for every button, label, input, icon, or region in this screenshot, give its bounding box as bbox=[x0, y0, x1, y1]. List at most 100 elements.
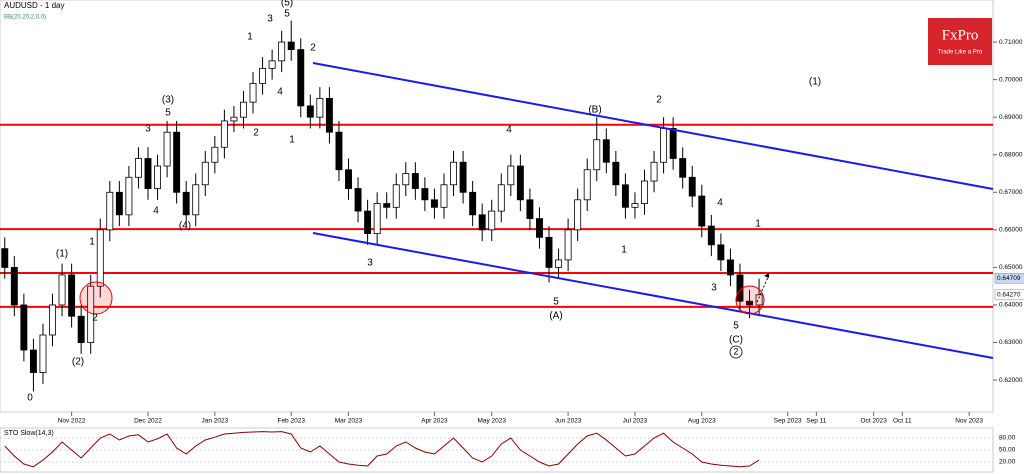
x-tick-label: Oct 11 bbox=[893, 418, 912, 425]
candle-body bbox=[402, 173, 410, 186]
wave-label: (2) bbox=[72, 357, 84, 368]
logo bbox=[928, 18, 992, 65]
candle-body bbox=[593, 139, 601, 171]
wave-label: 1 bbox=[89, 237, 95, 248]
candle-body bbox=[39, 334, 47, 373]
wave-label: 1 bbox=[755, 219, 761, 230]
candle-body bbox=[459, 161, 467, 193]
candle-body bbox=[106, 191, 114, 231]
logo-name: FxPro bbox=[942, 27, 979, 43]
candle-body bbox=[392, 184, 400, 208]
candle-body bbox=[583, 169, 591, 201]
y-tick-label: 0.67000 bbox=[999, 189, 1023, 196]
wave-label: 5 bbox=[284, 9, 290, 20]
wave-label: 4 bbox=[717, 198, 723, 209]
candle-body bbox=[536, 218, 543, 238]
highlight-circle bbox=[79, 281, 113, 315]
candle-body bbox=[497, 184, 505, 212]
candle-body bbox=[383, 203, 391, 208]
highlight-circle bbox=[735, 285, 765, 315]
candle-body bbox=[574, 199, 582, 231]
candle-body bbox=[10, 267, 18, 306]
candle-body bbox=[507, 165, 515, 186]
candle-body bbox=[201, 161, 209, 186]
wave-label: (3) bbox=[162, 95, 174, 106]
y-tick-label: 0.64000 bbox=[999, 302, 1023, 309]
candle-body bbox=[726, 259, 734, 276]
candle-body bbox=[192, 184, 200, 216]
candle-body bbox=[641, 180, 648, 204]
candle-body bbox=[354, 188, 362, 212]
candle-body bbox=[173, 131, 181, 193]
wave-label: (5) bbox=[281, 0, 293, 9]
candle-body bbox=[707, 225, 715, 246]
wave-label: 2 bbox=[656, 95, 662, 106]
wave-label: 0 bbox=[27, 393, 33, 404]
candle-body bbox=[87, 285, 95, 343]
arrow bbox=[756, 274, 770, 303]
candle-body bbox=[220, 120, 228, 148]
wave-label: 4 bbox=[277, 87, 283, 98]
candle-body bbox=[411, 173, 419, 189]
candle-body bbox=[679, 158, 687, 178]
candle-body bbox=[259, 67, 267, 84]
candle-body bbox=[325, 97, 333, 133]
channel-line bbox=[312, 62, 994, 190]
candle-body bbox=[77, 315, 85, 343]
candle-body bbox=[698, 195, 706, 227]
candle-body bbox=[440, 184, 448, 208]
candle-body bbox=[96, 229, 104, 287]
candle-body bbox=[144, 158, 152, 189]
wave-label: 3 bbox=[367, 258, 373, 269]
y-tick-label: 0.68000 bbox=[999, 151, 1023, 158]
candle-body bbox=[746, 300, 753, 306]
y-tick-label: 0.69000 bbox=[999, 114, 1023, 121]
marks: 0.71000 0.70000 0.69000 0.68000 0.67000 0.660… bbox=[0, 20, 1024, 468]
price-label: 0.64709 bbox=[997, 275, 1021, 282]
wave-label: 2 bbox=[92, 313, 98, 324]
candle-body bbox=[373, 203, 381, 235]
plot-area bbox=[0, 0, 994, 413]
stoch-line bbox=[4, 431, 760, 468]
wave-label: 1 bbox=[289, 135, 295, 146]
wave-circle bbox=[729, 345, 743, 359]
candle-body bbox=[612, 161, 620, 186]
wave-label: 4 bbox=[153, 206, 159, 217]
x-tick-label: Jan 2023 bbox=[201, 418, 228, 425]
wave-label: (1) bbox=[809, 77, 821, 88]
logo-tagline: Trade Like a Pro bbox=[938, 50, 983, 56]
indicator-label: BB(20,20,2,0,0) bbox=[4, 15, 46, 21]
wave-label: 1 bbox=[247, 32, 253, 43]
x-tick-label: May 2023 bbox=[477, 418, 506, 425]
candle-body bbox=[564, 229, 572, 261]
y-tick-label: 50.00 bbox=[999, 447, 1016, 454]
x-tick-label: Aug 2023 bbox=[688, 418, 716, 425]
price-label: 0.64270 bbox=[997, 292, 1021, 299]
candle-body bbox=[1, 248, 9, 268]
candle-body bbox=[335, 131, 343, 171]
candle-body bbox=[650, 161, 658, 182]
candle-body bbox=[278, 41, 286, 62]
candle-body bbox=[555, 259, 563, 268]
arrow-head bbox=[764, 273, 769, 278]
wave-label: 2 bbox=[310, 43, 316, 54]
candle-body bbox=[68, 274, 76, 317]
price-label-box bbox=[994, 289, 1024, 301]
y-tick-label: 0.70000 bbox=[999, 76, 1023, 83]
candle-body bbox=[249, 82, 257, 103]
candle-body bbox=[669, 128, 677, 159]
y-tick-label: 0.66000 bbox=[999, 227, 1023, 234]
candle-body bbox=[421, 188, 429, 201]
wave-label: 1 bbox=[621, 245, 627, 256]
y-tick-label: 20.00 bbox=[999, 459, 1016, 466]
candle-body bbox=[478, 214, 486, 231]
wave-label: (A) bbox=[549, 311, 562, 322]
candle-body bbox=[516, 165, 524, 201]
wave-label: 2 bbox=[253, 128, 259, 139]
wave-label: (C) bbox=[729, 335, 743, 346]
y-tick-label: 0.63000 bbox=[999, 339, 1023, 346]
wave-label: (4) bbox=[179, 221, 191, 232]
x-tick-label: Jul 2023 bbox=[623, 418, 648, 425]
candle-body bbox=[163, 131, 171, 167]
candle-body bbox=[306, 105, 314, 118]
